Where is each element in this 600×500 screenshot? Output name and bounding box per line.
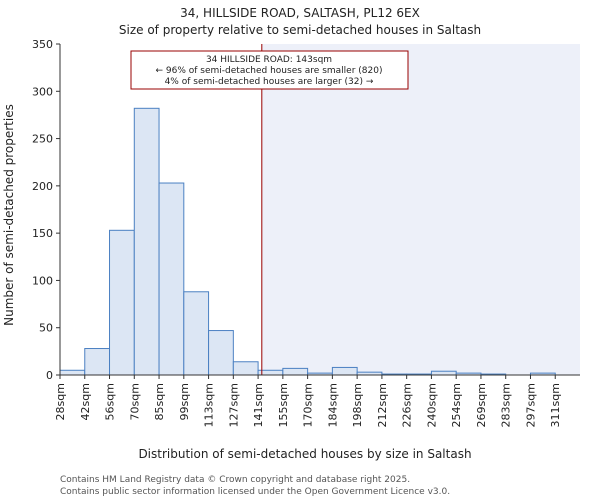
y-tick-label-350: 350 [32,38,53,51]
chart-subtitle: Size of property relative to semi-detach… [119,23,481,37]
bar-56sqm [109,229,135,376]
x-tick-label-155sqm: 155sqm [277,383,290,427]
annotation-line-1: 34 HILLSIDE ROAD: 143sqm [206,55,332,65]
footer-line-2: Contains public sector information licen… [60,487,450,497]
y-tick-label-150: 150 [32,227,53,240]
x-tick-label-42sqm: 42sqm [79,383,92,420]
x-tick-label-311sqm: 311sqm [549,383,562,427]
y-tick-label-100: 100 [32,274,53,287]
bar-70sqm [133,107,160,376]
x-tick-label-85sqm: 85sqm [153,383,166,420]
bar-42sqm [84,348,111,376]
x-tick-label-99sqm: 99sqm [178,383,191,420]
y-axis-label: Number of semi-detached properties [2,104,16,326]
annotation-line-2: ← 96% of semi-detached houses are smalle… [156,66,383,76]
x-tick-label-56sqm: 56sqm [104,383,117,420]
x-tick-label-240sqm: 240sqm [425,383,438,427]
chart-title: 34, HILLSIDE ROAD, SALTASH, PL12 6EX [180,6,420,20]
x-tick-label-141sqm: 141sqm [252,383,265,427]
x-tick-label-184sqm: 184sqm [326,383,339,427]
x-axis-label: Distribution of semi-detached houses by … [138,447,471,461]
annotation-line-3: 4% of semi-detached houses are larger (3… [165,77,374,87]
y-tick-label-0: 0 [46,369,53,382]
annotation-box [130,50,409,90]
bar-113sqm [208,330,234,376]
annotation: 34 HILLSIDE ROAD: 143sqm ← 96% of semi-d… [130,50,409,90]
x-ticks: 28sqm 42sqm 56sqm 70sqm 85sqm 99sqm 113sqm 127s… [54,375,562,427]
x-tick-label-283sqm: 283sqm [500,383,513,427]
x-tick-label-212sqm: 212sqm [376,383,389,427]
x-tick-label-269sqm: 269sqm [475,383,488,427]
bar-155sqm [282,367,309,376]
y-tick-label-300: 300 [32,85,53,98]
x-tick-label-113sqm: 113sqm [203,383,216,427]
x-tick-label-254sqm: 254sqm [450,383,463,427]
y-tick-label-200: 200 [32,180,53,193]
bar-28sqm [59,369,86,376]
x-tick-label-70sqm: 70sqm [128,383,141,420]
highlight-region [261,44,580,375]
axes [59,44,580,376]
footer-line-1: Contains HM Land Registry data © Crown c… [60,475,410,485]
bars-group [59,107,556,376]
bar-99sqm [183,291,210,376]
y-tick-label-250: 250 [32,133,53,146]
x-tick-label-297sqm: 297sqm [524,383,537,427]
x-tick-label-198sqm: 198sqm [351,383,364,427]
x-tick-label-170sqm: 170sqm [302,383,315,427]
x-tick-label-226sqm: 226sqm [401,383,414,427]
bar-85sqm [158,182,185,376]
y-tick-label-50: 50 [39,322,53,335]
bar-184sqm [331,366,358,376]
x-tick-label-127sqm: 127sqm [227,383,240,427]
bar-240sqm [430,370,457,376]
y-ticks: 0 50 100 150 200 250 300 350 [32,38,60,382]
bar-127sqm [232,361,259,376]
x-tick-label-28sqm: 28sqm [54,383,67,420]
